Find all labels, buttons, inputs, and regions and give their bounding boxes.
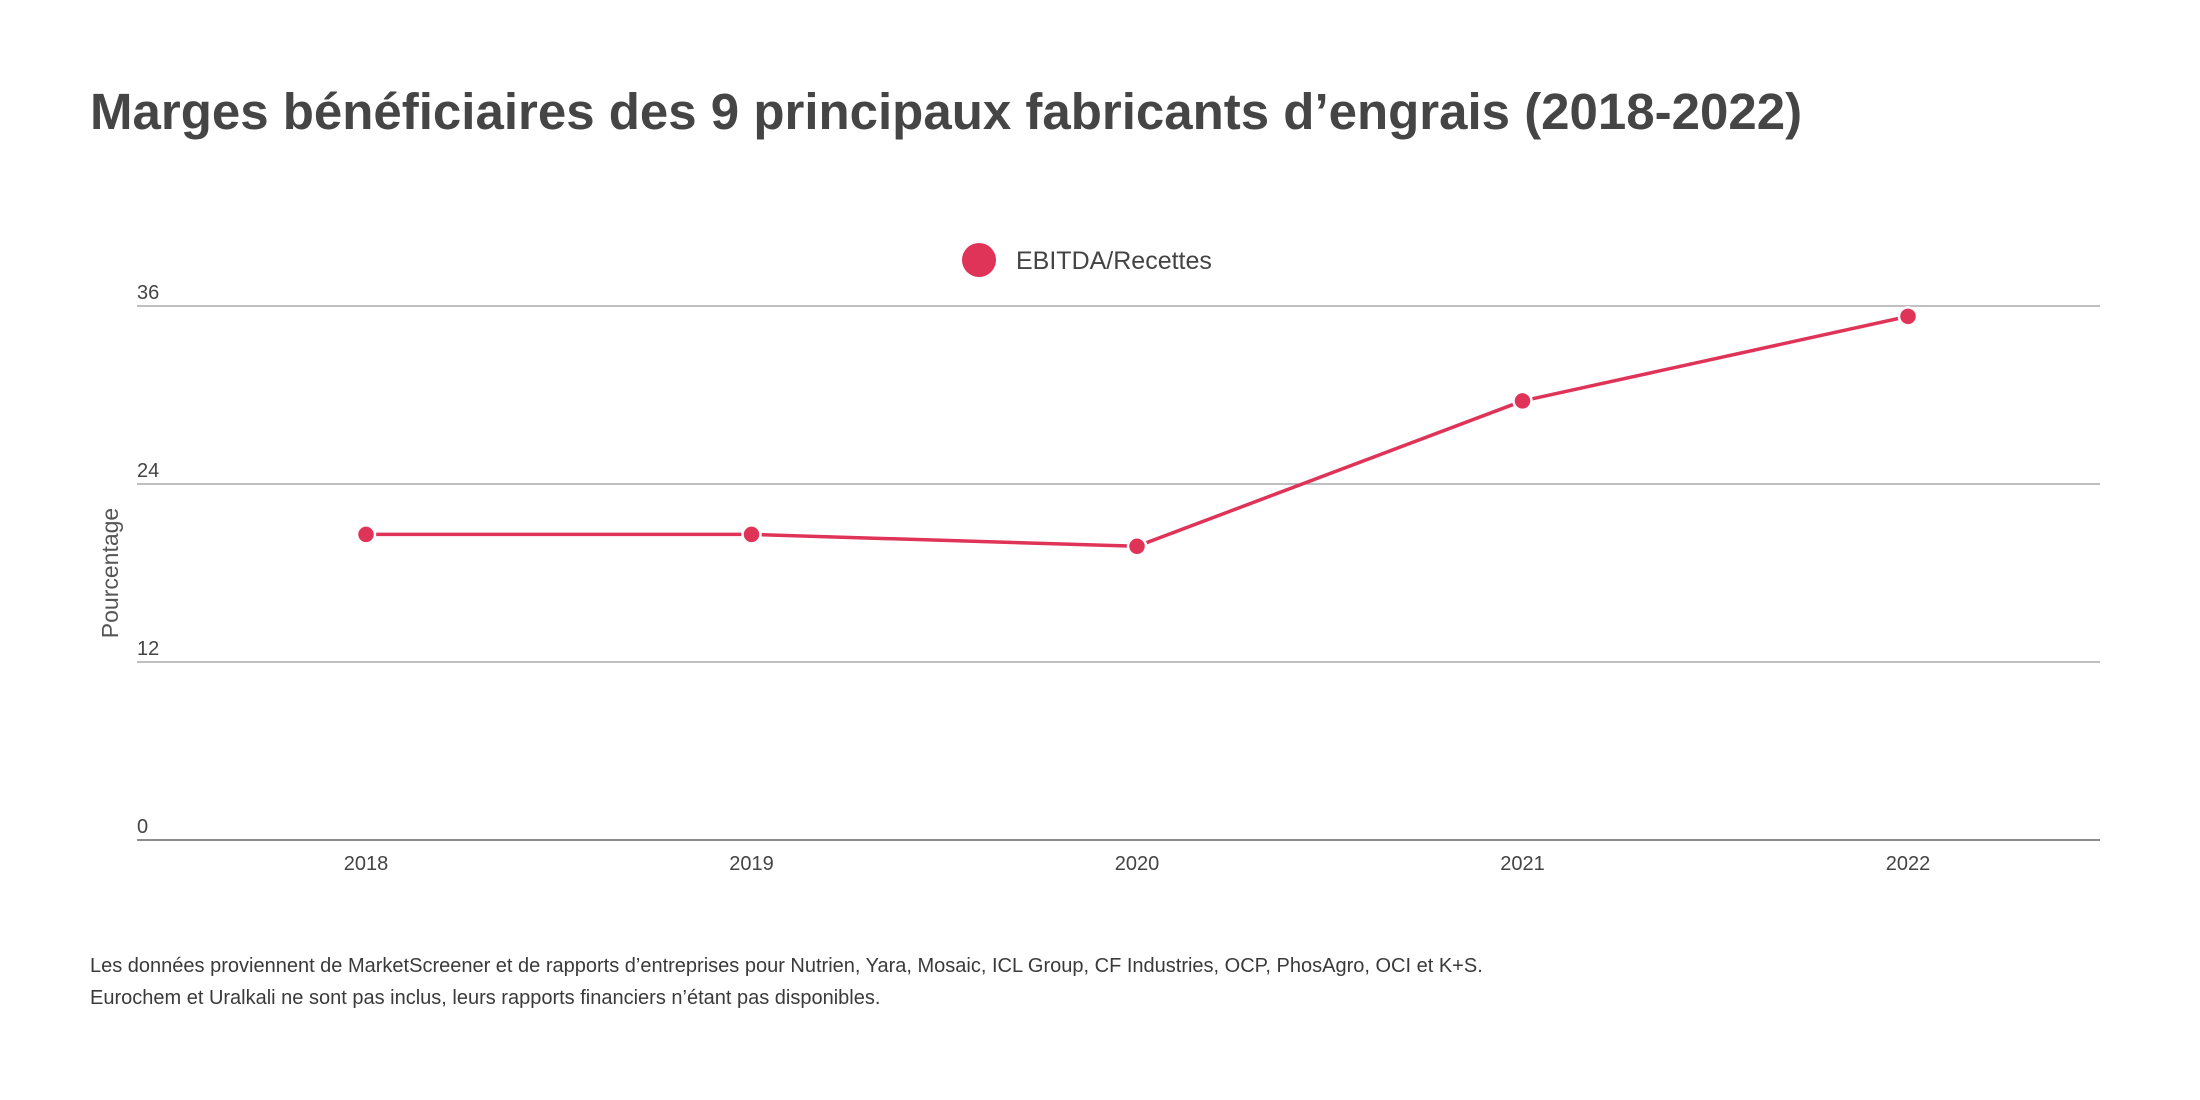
x-tick-label: 2020 — [1115, 853, 1160, 875]
y-axis-title: Pourcentage — [97, 508, 123, 638]
chart-title: Marges bénéficiaires des 9 principaux fa… — [90, 83, 1803, 140]
data-point-2021 — [1512, 390, 1533, 412]
data-point-2018 — [355, 524, 377, 545]
x-tick-label: 2022 — [1886, 853, 1931, 875]
x-axis-ticks: 2018 2019 2020 2021 2022 — [344, 853, 1931, 875]
y-tick-label: 12 — [137, 638, 159, 660]
gridlines — [137, 305, 2100, 841]
series-ebitda-recettes — [355, 306, 1919, 557]
series-line — [366, 314, 1909, 549]
y-axis-ticks: 0 12 24 36 — [137, 282, 159, 838]
legend: EBITDA/Recettes — [962, 243, 1212, 277]
y-tick-label: 24 — [137, 460, 159, 482]
legend-marker-icon — [962, 243, 996, 277]
y-tick-label: 36 — [137, 282, 159, 304]
y-tick-label: 0 — [137, 816, 148, 838]
data-point-2019 — [741, 524, 762, 545]
legend-label: EBITDA/Recettes — [1016, 247, 1212, 275]
x-tick-label: 2019 — [729, 853, 774, 875]
data-point-2022 — [1897, 306, 1919, 327]
source-footnote: Les données proviennent de MarketScreene… — [90, 955, 1483, 1009]
x-tick-label: 2021 — [1500, 853, 1545, 875]
x-tick-label: 2018 — [344, 853, 389, 875]
line-chart: 0 12 24 36 2018 2019 2020 2021 2022 Pourcentage… — [97, 243, 2100, 875]
data-point-2020 — [1126, 536, 1148, 557]
